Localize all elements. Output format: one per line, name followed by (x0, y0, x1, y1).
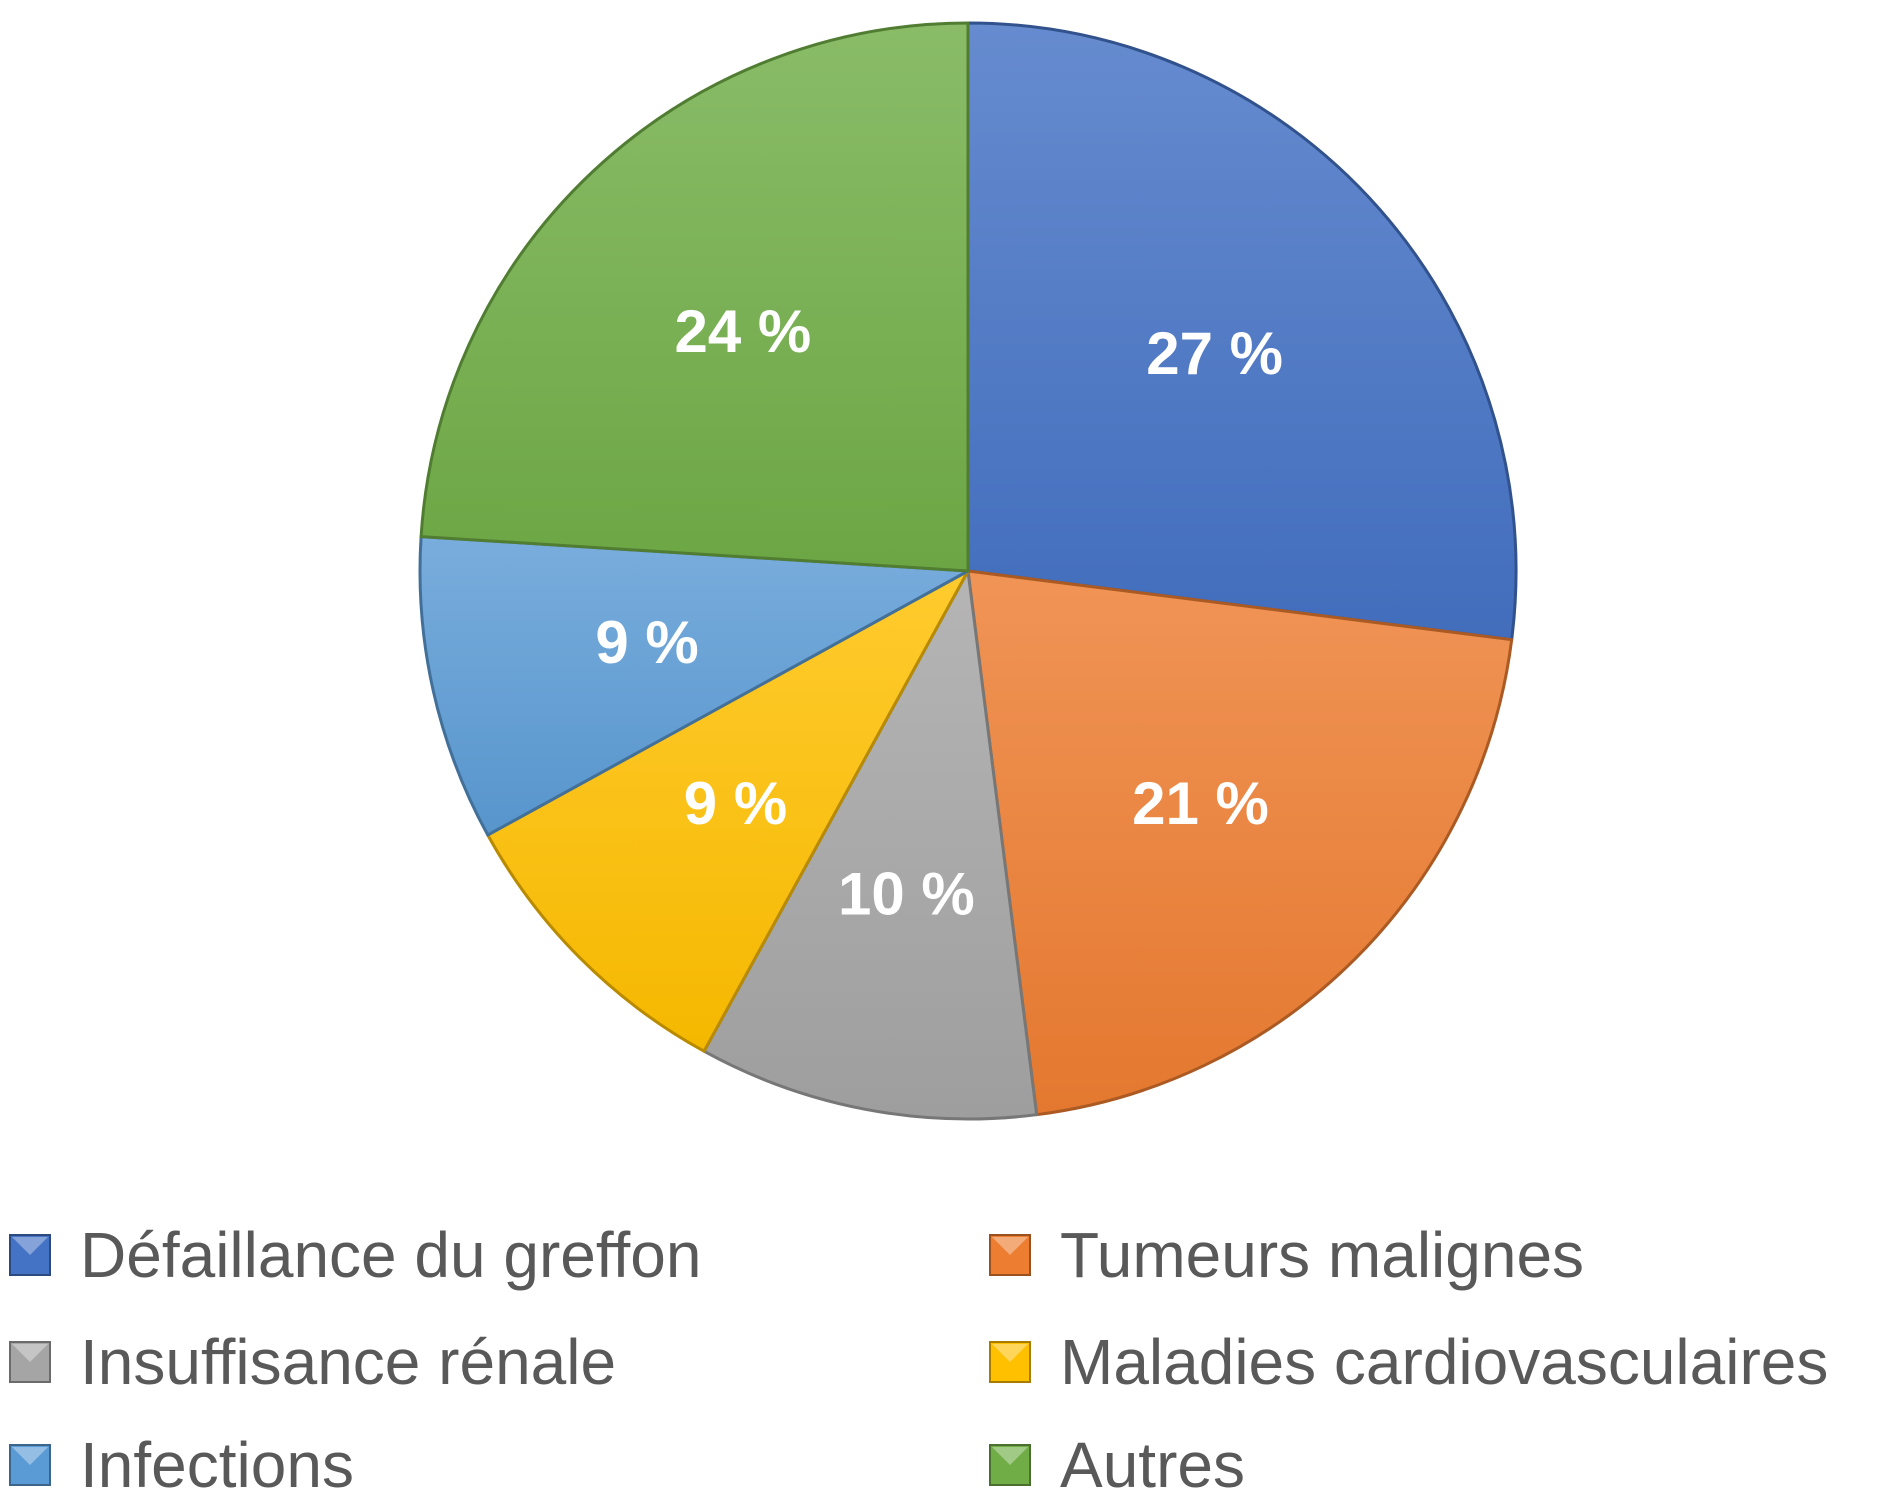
pie-slice-maladies-cardiovasculaires (486, 569, 970, 1053)
legend-label-autres: Autres (1060, 1429, 1245, 1501)
legend-item-maladies-cardiovasculaires: Maladies cardiovasculaires (989, 1326, 1828, 1398)
legend-item-tumeurs-malignes: Tumeurs malignes (989, 1219, 1584, 1291)
slice-label-autres: 24 % (675, 298, 812, 365)
pie-slice-infections (418, 535, 970, 837)
legend-swatch-highlight (992, 1237, 1028, 1255)
legend-swatch-highlight (12, 1447, 48, 1465)
slice-label-tumeurs-malignes: 21 % (1132, 770, 1269, 837)
pie-slice-insuffisance-renale (702, 569, 1039, 1121)
legend-label-insuffisance-renale: Insuffisance rénale (80, 1326, 616, 1398)
pie-slices (418, 21, 1518, 1121)
slice-label-infections: 9 % (595, 609, 698, 676)
legend-label-tumeurs-malignes: Tumeurs malignes (1060, 1219, 1584, 1291)
legend-swatch-highlight (992, 1344, 1028, 1362)
legend-label-maladies-cardiovasculaires: Maladies cardiovasculaires (1060, 1326, 1828, 1398)
legend-swatch-highlight (12, 1237, 48, 1255)
legend-label-infections: Infections (80, 1429, 354, 1501)
pie-slice-autres (419, 21, 970, 573)
legend-swatch-highlight (992, 1447, 1028, 1465)
slice-label-defaillance-du-greffon: 27 % (1146, 320, 1283, 387)
legend-item-infections: Infections (9, 1429, 354, 1501)
legend-item-autres: Autres (989, 1429, 1245, 1501)
legend-item-defaillance-du-greffon: Défaillance du greffon (9, 1219, 701, 1291)
legend-swatch-highlight (12, 1344, 48, 1362)
pie-slice-defaillance-du-greffon (966, 21, 1518, 642)
legend-label-defaillance-du-greffon: Défaillance du greffon (80, 1219, 701, 1291)
slice-label-maladies-cardiovasculaires: 9 % (684, 770, 787, 837)
chart-legend: Défaillance du greffon Tumeurs malignes In… (9, 1219, 1828, 1501)
legend-item-insuffisance-renale: Insuffisance rénale (9, 1326, 616, 1398)
slice-label-insuffisance-renale: 10 % (838, 861, 975, 928)
pie-slice-labels: 27 % 21 % 10 % 9 % 9 % 24 % (595, 298, 1283, 928)
pie-slice-tumeurs-malignes (966, 569, 1514, 1117)
